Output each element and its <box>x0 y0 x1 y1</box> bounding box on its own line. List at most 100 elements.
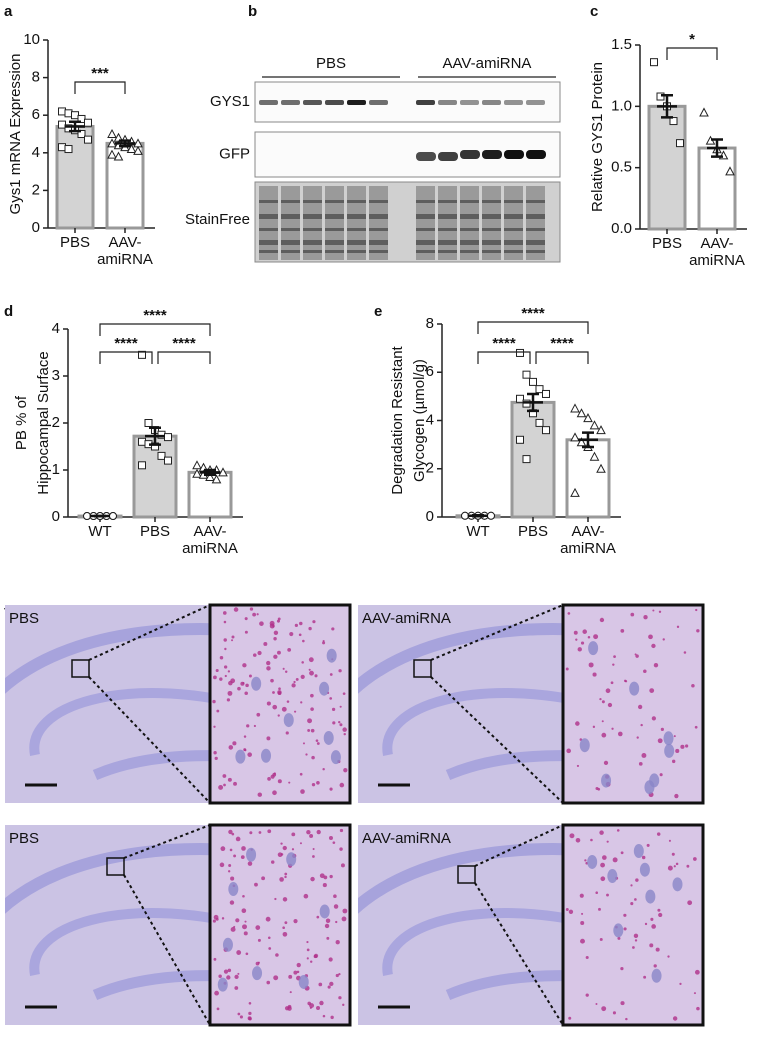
stain-dot <box>598 908 601 911</box>
stain-band <box>526 240 545 245</box>
stain-dot <box>278 687 281 690</box>
stain-dot <box>283 932 288 937</box>
stain-dot <box>335 921 337 923</box>
data-point <box>59 144 66 151</box>
panel-label: e <box>374 303 382 320</box>
stain-dot <box>278 691 282 695</box>
stain-dot <box>307 949 310 952</box>
stain-dot <box>580 939 585 944</box>
stain-dot <box>257 651 261 655</box>
stain-dot <box>576 838 581 843</box>
stain-dot <box>216 710 219 713</box>
blot-group-label: PBS <box>316 55 346 72</box>
stain-dot <box>601 1006 606 1011</box>
stain-band <box>482 228 501 231</box>
stain-dot <box>342 916 347 921</box>
stain-dot <box>637 736 639 738</box>
stain-dot <box>218 785 223 790</box>
stain-dot <box>657 832 660 835</box>
stain-dot <box>254 725 256 727</box>
stain-dot <box>312 620 315 623</box>
stain-dot <box>213 920 216 923</box>
blot-band <box>325 100 344 105</box>
y-tick-label: 1.0 <box>611 97 632 114</box>
stain-dot <box>249 831 252 834</box>
stain-dot <box>247 752 252 757</box>
stain-dot <box>696 629 699 632</box>
stain-dot <box>292 848 294 850</box>
stain-dot <box>311 729 315 733</box>
stain-dot <box>643 615 647 619</box>
stain-band <box>460 250 479 253</box>
stain-dot <box>613 1011 616 1014</box>
y-tick-label: 0 <box>426 508 434 525</box>
stain-dot <box>246 952 249 955</box>
stain-dot <box>329 957 333 961</box>
stain-dot <box>624 680 626 682</box>
stain-band <box>303 240 322 245</box>
stain-dot <box>216 669 219 672</box>
stain-dot <box>620 629 624 633</box>
stain-dot <box>289 632 293 636</box>
stain-dot <box>656 948 660 952</box>
data-point <box>110 513 117 520</box>
stain-band <box>482 240 501 245</box>
stain-dot <box>329 788 332 791</box>
stain-dot <box>284 873 287 876</box>
stain-dot <box>250 607 253 610</box>
stain-dot <box>234 986 238 990</box>
stain-dot <box>242 682 244 684</box>
stain-dot <box>674 865 676 867</box>
stain-dot <box>611 728 613 730</box>
y-tick-label: 8 <box>426 315 434 332</box>
stain-dot <box>566 908 569 911</box>
stain-dot <box>236 837 241 842</box>
stain-dot <box>267 701 271 705</box>
stain-dot <box>285 671 287 673</box>
y-axis-label: PB % of <box>13 395 30 450</box>
stain-band <box>504 214 523 219</box>
stain-dot <box>685 744 688 747</box>
y-tick-label: 2 <box>426 460 434 477</box>
histology-label: PBS <box>9 610 39 627</box>
stain-dot <box>602 700 605 703</box>
data-point <box>85 119 92 126</box>
stain-dot <box>306 941 308 943</box>
neuron <box>261 749 271 763</box>
significance-label: **** <box>114 335 138 352</box>
stain-dot <box>674 794 678 798</box>
stain-band <box>416 250 435 253</box>
stain-dot <box>246 724 249 727</box>
stain-dot <box>593 634 598 639</box>
stain-dot <box>230 678 235 683</box>
stain-dot <box>220 863 225 868</box>
y-tick-label: 2 <box>32 181 40 198</box>
stain-dot <box>617 829 620 832</box>
stain-dot <box>270 679 274 683</box>
blot-band <box>460 100 479 105</box>
stain-dot <box>340 829 343 832</box>
blot-band <box>482 100 501 105</box>
stain-dot <box>259 831 262 834</box>
neuron <box>629 682 639 696</box>
stain-dot <box>669 840 671 842</box>
stain-lane <box>482 186 501 260</box>
stain-dot <box>600 618 604 622</box>
x-tick-label: AAV-amiRNA <box>93 234 157 268</box>
stain-lane <box>438 186 457 260</box>
stain-dot <box>218 974 221 977</box>
y-axis-label: Degradation Resistant <box>389 345 406 494</box>
stain-dot <box>233 782 237 786</box>
stain-dot <box>237 973 239 975</box>
stain-dot <box>648 634 653 639</box>
stain-dot <box>307 957 309 959</box>
stain-band <box>347 228 366 231</box>
neuron <box>645 890 655 904</box>
stain-dot <box>253 653 257 657</box>
stain-dot <box>691 684 695 688</box>
stain-dot <box>661 728 664 731</box>
stain-band <box>416 214 435 219</box>
stain-band <box>325 250 344 253</box>
blot-band <box>347 100 366 105</box>
stain-dot <box>241 846 246 851</box>
